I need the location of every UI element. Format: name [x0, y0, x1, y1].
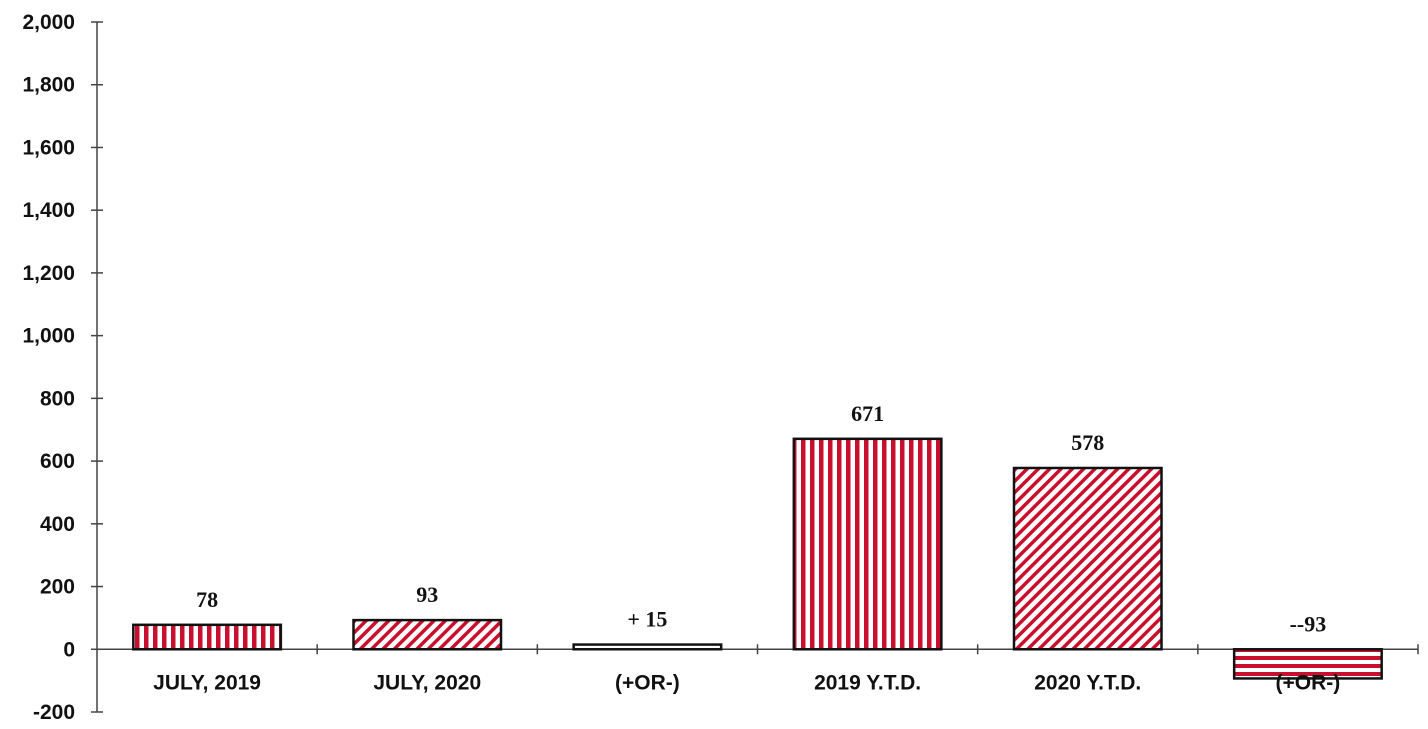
bar: [572, 643, 723, 651]
bar: [132, 623, 283, 651]
y-tick-label: 1,600: [22, 136, 75, 159]
data-label: 671: [851, 401, 884, 426]
data-label: 78: [196, 587, 218, 612]
category-label: JULY, 2020: [373, 671, 481, 694]
y-tick-label: 2,000: [22, 11, 75, 34]
y-tick-label: -200: [33, 701, 75, 724]
y-tick-label: 1,800: [22, 74, 75, 97]
y-tick-label: 1,000: [22, 325, 75, 348]
x-axis: [97, 644, 1419, 655]
category-label: (+OR-): [1276, 671, 1341, 694]
y-tick-label: 1,200: [22, 262, 75, 285]
data-labels: 78 JULY, 2019 93 JULY, 2020 + 15 (+OR-) 671 201…: [153, 401, 1340, 694]
bar: [1012, 466, 1163, 651]
category-label: 2020 Y.T.D.: [1034, 671, 1141, 694]
data-label: 578: [1071, 430, 1104, 455]
y-tick-label: 200: [40, 576, 75, 599]
y-tick-label: 0: [63, 638, 75, 661]
y-axis: -200 0 200 400 600 800 1,000 1,200 1,400 1,600 1,8…: [22, 11, 103, 724]
bar: [1232, 648, 1383, 680]
category-label: (+OR-): [615, 671, 680, 694]
y-tick-label: 800: [40, 387, 75, 410]
data-label: + 15: [627, 607, 667, 632]
category-label: JULY, 2019: [153, 671, 261, 694]
data-label: --93: [1290, 611, 1327, 636]
bars: [132, 437, 1383, 680]
y-tick-label: 600: [40, 450, 75, 473]
bar: [792, 437, 943, 651]
category-label: 2019 Y.T.D.: [814, 671, 921, 694]
data-label: 93: [416, 582, 438, 607]
y-tick-label: 1,400: [22, 199, 75, 222]
y-tick-label: 400: [40, 513, 75, 536]
bar: [352, 618, 503, 651]
